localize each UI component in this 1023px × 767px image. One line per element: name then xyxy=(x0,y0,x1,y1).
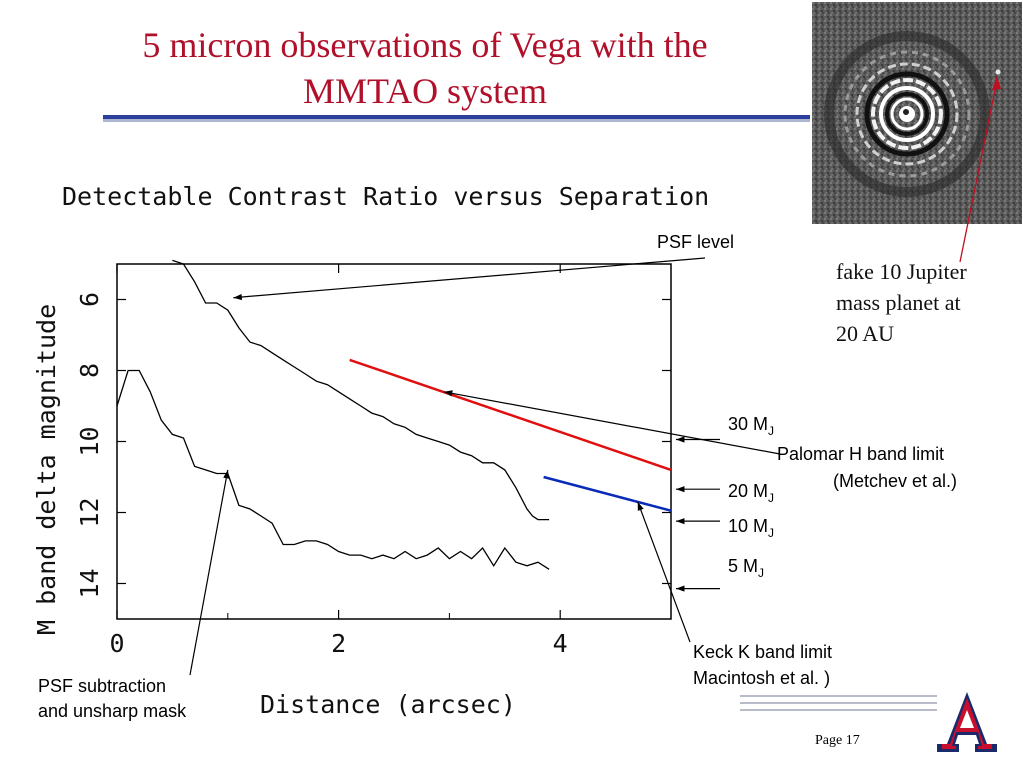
series-line-3 xyxy=(543,475,672,512)
fake-planet-note: fake 10 Jupiter mass planet at 20 AU xyxy=(836,256,967,349)
x-tick-label-1: 2 xyxy=(331,629,346,658)
series-lines xyxy=(116,259,672,570)
y-tick-label-0: 6 xyxy=(75,292,104,307)
mass-arrow-1-head xyxy=(676,486,685,493)
x-axis-label: Distance (arcsec) xyxy=(260,690,516,719)
keck-arrow-head xyxy=(637,501,644,511)
slide-title: 5 micron observations of Vega with the M… xyxy=(60,22,790,114)
axis-ticks: 0 2 4 6 8 10 12 14 xyxy=(75,264,671,658)
mass-label-20: 20 MJ xyxy=(728,481,775,505)
x-tick-label-2: 4 xyxy=(553,629,568,658)
plot-frame xyxy=(116,263,672,620)
x-tick-label-0: 0 xyxy=(109,629,124,658)
title-underline xyxy=(103,115,810,122)
keck-label-1: Keck K band limit xyxy=(693,642,833,662)
mass-arrow-0-head xyxy=(676,436,685,443)
title-line-1: 5 micron observations of Vega with the xyxy=(142,25,708,65)
vega-psf-image xyxy=(812,2,1022,224)
annotation-arrows xyxy=(189,257,781,676)
mass-label-10: 10 MJ xyxy=(728,516,775,540)
page-number: Page 17 xyxy=(815,733,860,748)
psf-subtraction-label-2: and unsharp mask xyxy=(38,701,187,721)
psf-subtraction-arrow xyxy=(189,469,229,676)
university-logo-icon xyxy=(937,690,997,752)
keck-arrow xyxy=(637,501,691,643)
palomar-arrow xyxy=(443,391,781,455)
chart-title: Detectable Contrast Ratio versus Separat… xyxy=(62,182,709,211)
mass-arrow-2-head xyxy=(676,518,685,525)
y-tick-label-1: 8 xyxy=(75,363,104,378)
series-line-2 xyxy=(349,358,672,472)
planet-note-line-3: 20 AU xyxy=(836,321,895,346)
mass-label-5: 5 MJ xyxy=(728,556,765,580)
planet-note-line-2: mass planet at xyxy=(836,290,961,315)
palomar-arrow-head xyxy=(443,390,453,397)
y-tick-label-2: 10 xyxy=(75,426,104,456)
planet-note-line-1: fake 10 Jupiter xyxy=(836,259,967,284)
series-line-1 xyxy=(116,369,550,570)
psf-level-arrow xyxy=(233,257,706,299)
palomar-label-1: Palomar H band limit xyxy=(777,444,945,464)
palomar-label-2: (Metchev et al.) xyxy=(833,471,958,491)
footer-lines xyxy=(740,695,940,716)
psf-subtraction-arrow-head xyxy=(223,469,230,479)
psf-subtraction-label-1: PSF subtraction xyxy=(38,676,167,696)
series-line-0 xyxy=(172,259,550,521)
y-tick-label-3: 12 xyxy=(75,497,104,527)
keck-label-2: Macintosh et al. ) xyxy=(693,668,831,688)
psf-level-arrow-head xyxy=(233,293,243,301)
mass-arrow-3-head xyxy=(676,585,685,592)
y-axis-label: M band delta magnitude xyxy=(32,304,61,635)
title-line-2: MMTAO system xyxy=(302,71,548,111)
y-tick-label-4: 14 xyxy=(75,568,104,598)
mass-label-30: 30 MJ xyxy=(728,414,775,438)
psf-level-label: PSF level xyxy=(657,232,735,252)
